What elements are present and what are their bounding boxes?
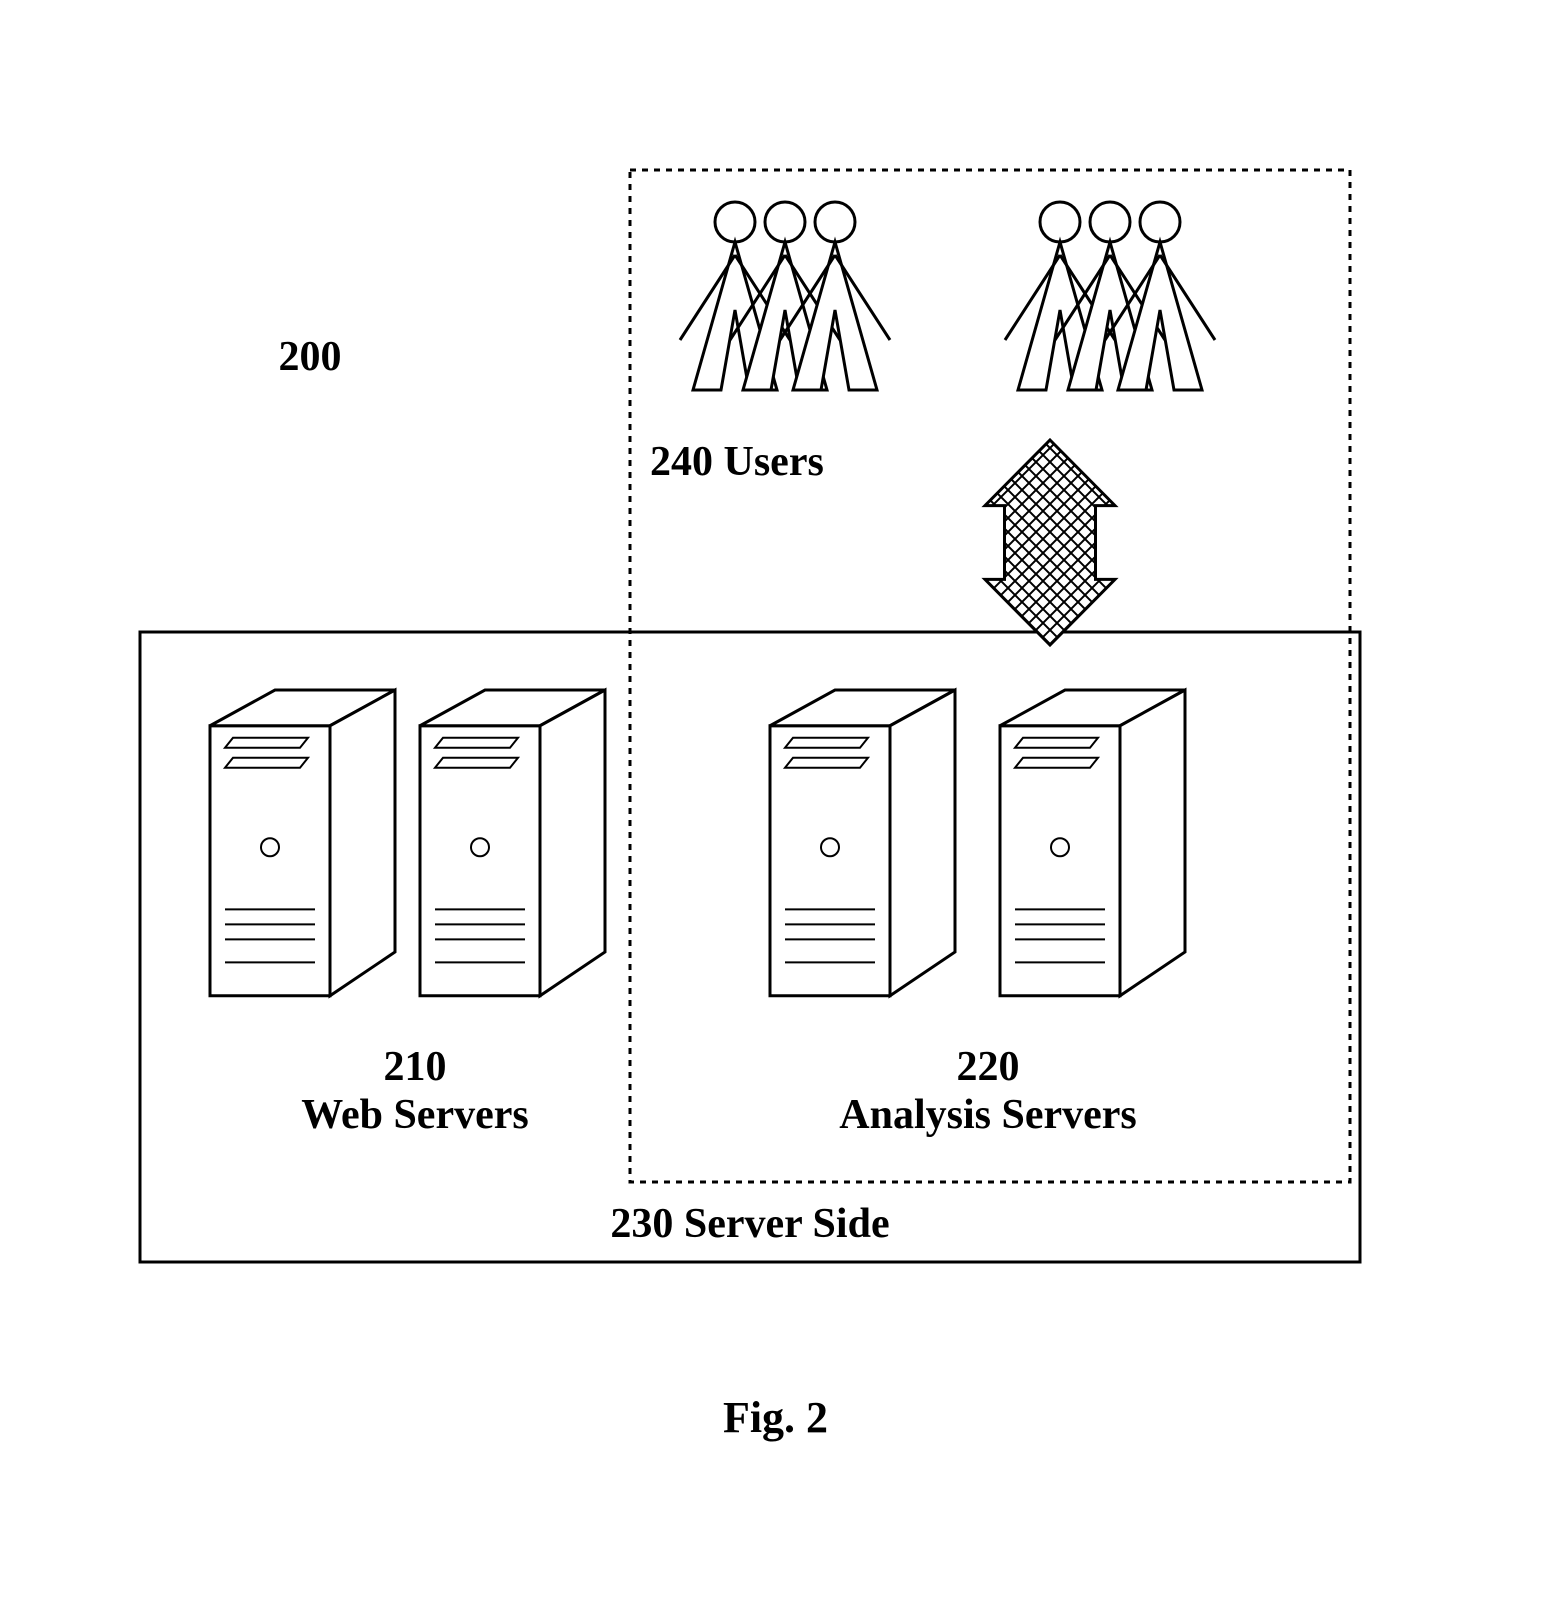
analysis-servers-number: 220	[957, 1044, 1020, 1090]
web-servers-number: 210	[384, 1044, 447, 1090]
users-label: 240 Users	[650, 439, 824, 485]
server-icon	[1000, 690, 1185, 996]
web-servers-label: Web Servers	[301, 1092, 528, 1138]
figure-2: 200 240 Users 210 Web Servers 220 Analys…	[0, 0, 1551, 1599]
analysis-servers-label: Analysis Servers	[839, 1092, 1137, 1138]
users-group-icon	[1005, 202, 1215, 390]
server-icon	[770, 690, 955, 996]
bidirectional-arrow-icon	[985, 440, 1115, 645]
users-group-icon	[680, 202, 890, 390]
server-icon	[210, 690, 395, 996]
server-icon	[420, 690, 605, 996]
figure-ref-number: 200	[279, 334, 342, 380]
figure-caption: Fig. 2	[723, 1393, 828, 1442]
server-side-label: 230 Server Side	[610, 1201, 889, 1247]
